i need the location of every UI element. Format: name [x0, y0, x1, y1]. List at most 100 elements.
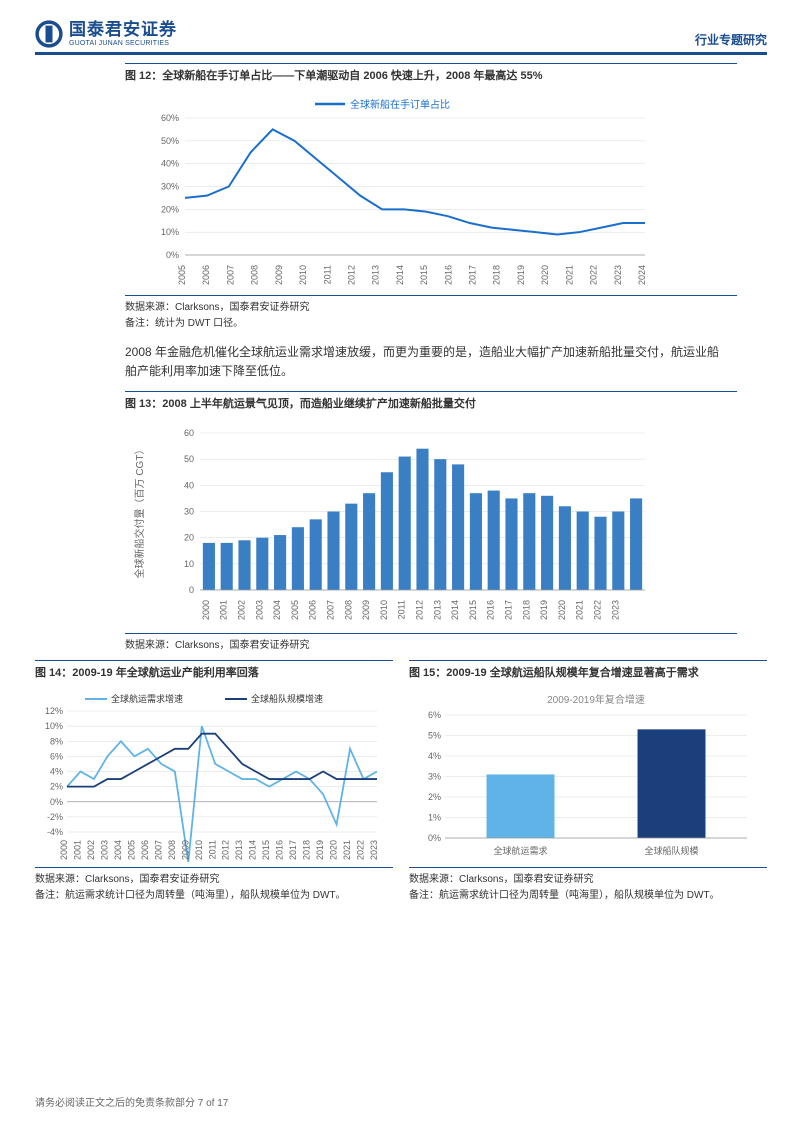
svg-text:2000: 2000 — [59, 840, 69, 860]
fig13-title: 图 13：2008 上半年航运景气见顶，而造船业继续扩产加速新船批量交付 — [125, 398, 476, 410]
svg-text:2006: 2006 — [140, 840, 150, 860]
svg-text:全球船队规模: 全球船队规模 — [644, 845, 698, 856]
svg-text:2004: 2004 — [113, 840, 123, 860]
svg-text:2012: 2012 — [415, 600, 425, 620]
svg-text:2013: 2013 — [432, 600, 442, 620]
fig13-svg: 全球新船交付量（百万 CGT）0102030405060200020012002… — [125, 418, 665, 628]
svg-text:2003: 2003 — [254, 600, 264, 620]
svg-text:0%: 0% — [166, 250, 179, 260]
svg-text:2020: 2020 — [557, 600, 567, 620]
svg-text:2016: 2016 — [275, 840, 285, 860]
svg-text:2021: 2021 — [564, 265, 574, 285]
svg-text:2012: 2012 — [221, 840, 231, 860]
svg-text:0%: 0% — [428, 833, 441, 843]
svg-text:0%: 0% — [50, 797, 63, 807]
svg-text:2005: 2005 — [126, 840, 136, 860]
svg-text:2017: 2017 — [288, 840, 298, 860]
fig13-title-row: 图 13：2008 上半年航运景气见顶，而造船业继续扩产加速新船批量交付 — [125, 391, 737, 414]
svg-text:2006: 2006 — [201, 265, 211, 285]
svg-text:2014: 2014 — [248, 840, 258, 860]
svg-text:40%: 40% — [161, 159, 179, 169]
svg-text:2010: 2010 — [379, 600, 389, 620]
svg-text:2009-2019年复合增速: 2009-2019年复合增速 — [547, 693, 645, 706]
svg-text:2000: 2000 — [201, 600, 211, 620]
svg-text:2024: 2024 — [637, 265, 647, 285]
fig12-note: 备注：统计为 DWT 口径。 — [125, 314, 737, 335]
fig13-chart: 全球新船交付量（百万 CGT）0102030405060200020012002… — [125, 418, 737, 631]
fig12-title: 图 12：全球新船在手订单占比——下单潮驱动自 2006 快速上升，2008 年… — [125, 70, 542, 82]
svg-text:2008: 2008 — [250, 265, 260, 285]
svg-text:20%: 20% — [161, 204, 179, 214]
svg-text:2008: 2008 — [167, 840, 177, 860]
svg-text:2023: 2023 — [613, 265, 623, 285]
fig12-chart: 全球新船在手订单占比0%10%20%30%40%50%60%2005200620… — [125, 90, 737, 293]
svg-text:2002: 2002 — [237, 600, 247, 620]
svg-text:2023: 2023 — [610, 600, 620, 620]
svg-text:2022: 2022 — [593, 600, 603, 620]
fig15-note: 备注：航运需求统计口径为周转量（吨海里），船队规模单位为 DWT。 — [409, 886, 767, 907]
svg-text:60%: 60% — [161, 113, 179, 123]
svg-text:2016: 2016 — [486, 600, 496, 620]
svg-text:60: 60 — [184, 428, 194, 438]
svg-text:2015: 2015 — [261, 840, 271, 860]
svg-text:2003: 2003 — [99, 840, 109, 860]
svg-text:2017: 2017 — [504, 600, 514, 620]
svg-text:6%: 6% — [50, 752, 63, 762]
fig15-source: 数据来源：Clarksons，国泰君安证券研究 — [409, 867, 767, 886]
svg-text:0: 0 — [189, 585, 194, 595]
svg-text:2%: 2% — [428, 792, 441, 802]
two-column-row: 图 14：2009-19 年全球航运业产能利用率回落 全球航运需求增速全球船队规… — [35, 660, 767, 907]
svg-text:2023: 2023 — [369, 840, 379, 860]
svg-text:3%: 3% — [428, 772, 441, 782]
svg-text:1%: 1% — [428, 813, 441, 823]
svg-text:2015: 2015 — [468, 600, 478, 620]
svg-text:2022: 2022 — [356, 840, 366, 860]
svg-text:2019: 2019 — [516, 265, 526, 285]
svg-text:2001: 2001 — [72, 840, 82, 860]
svg-text:50%: 50% — [161, 136, 179, 146]
svg-text:10: 10 — [184, 559, 194, 569]
svg-text:30%: 30% — [161, 182, 179, 192]
fig15-title: 图 15：2009-19 全球航运船队规模年复合增速显著高于需求 — [409, 667, 699, 679]
svg-text:-4%: -4% — [47, 827, 63, 837]
svg-text:20: 20 — [184, 533, 194, 543]
svg-text:2018: 2018 — [302, 840, 312, 860]
fig12-svg: 全球新船在手订单占比0%10%20%30%40%50%60%2005200620… — [125, 90, 665, 290]
svg-text:2005: 2005 — [177, 265, 187, 285]
svg-text:2021: 2021 — [342, 840, 352, 860]
svg-text:2008: 2008 — [343, 600, 353, 620]
svg-text:2009: 2009 — [180, 840, 190, 860]
logo-en-text: GUOTAI JUNAN SECURITIES — [69, 40, 177, 48]
svg-text:2021: 2021 — [575, 600, 585, 620]
fig14-column: 图 14：2009-19 年全球航运业产能利用率回落 全球航运需求增速全球船队规… — [35, 660, 393, 907]
svg-text:2001: 2001 — [219, 600, 229, 620]
svg-text:30: 30 — [184, 507, 194, 517]
svg-text:2007: 2007 — [153, 840, 163, 860]
svg-text:10%: 10% — [45, 722, 63, 732]
body-paragraph: 2008 年金融危机催化全球航运业需求增速放缓，而更为重要的是，造船业大幅扩产加… — [125, 343, 727, 381]
fig13-source: 数据来源：Clarksons，国泰君安证券研究 — [125, 633, 737, 652]
page-footer: 请务必阅读正文之后的免责条款部分 7 of 17 — [35, 1094, 228, 1109]
svg-text:2018: 2018 — [521, 600, 531, 620]
svg-text:2016: 2016 — [443, 265, 453, 285]
svg-text:2007: 2007 — [225, 265, 235, 285]
svg-text:2018: 2018 — [492, 265, 502, 285]
fig12-source: 数据来源：Clarksons，国泰君安证券研究 — [125, 295, 737, 314]
svg-text:全球新船交付量（百万 CGT）: 全球新船交付量（百万 CGT） — [133, 445, 146, 579]
svg-text:2022: 2022 — [589, 265, 599, 285]
svg-text:12%: 12% — [45, 706, 63, 716]
svg-text:2009: 2009 — [361, 600, 371, 620]
svg-text:4%: 4% — [428, 751, 441, 761]
svg-text:全球航运需求增速: 全球航运需求增速 — [111, 693, 183, 704]
svg-text:2014: 2014 — [450, 600, 460, 620]
svg-text:2017: 2017 — [468, 265, 478, 285]
svg-text:6%: 6% — [428, 710, 441, 720]
svg-text:2007: 2007 — [326, 600, 336, 620]
svg-text:8%: 8% — [50, 737, 63, 747]
svg-text:40: 40 — [184, 481, 194, 491]
svg-text:2%: 2% — [50, 782, 63, 792]
fig15-svg: 2009-2019年复合增速0%1%2%3%4%5%6%全球航运需求全球船队规模 — [409, 687, 759, 862]
logo-cn-text: 国泰君安证券 — [69, 21, 177, 40]
page-header: 国泰君安证券 GUOTAI JUNAN SECURITIES 行业专题研究 — [35, 20, 767, 55]
document-type: 行业专题研究 — [695, 31, 767, 48]
